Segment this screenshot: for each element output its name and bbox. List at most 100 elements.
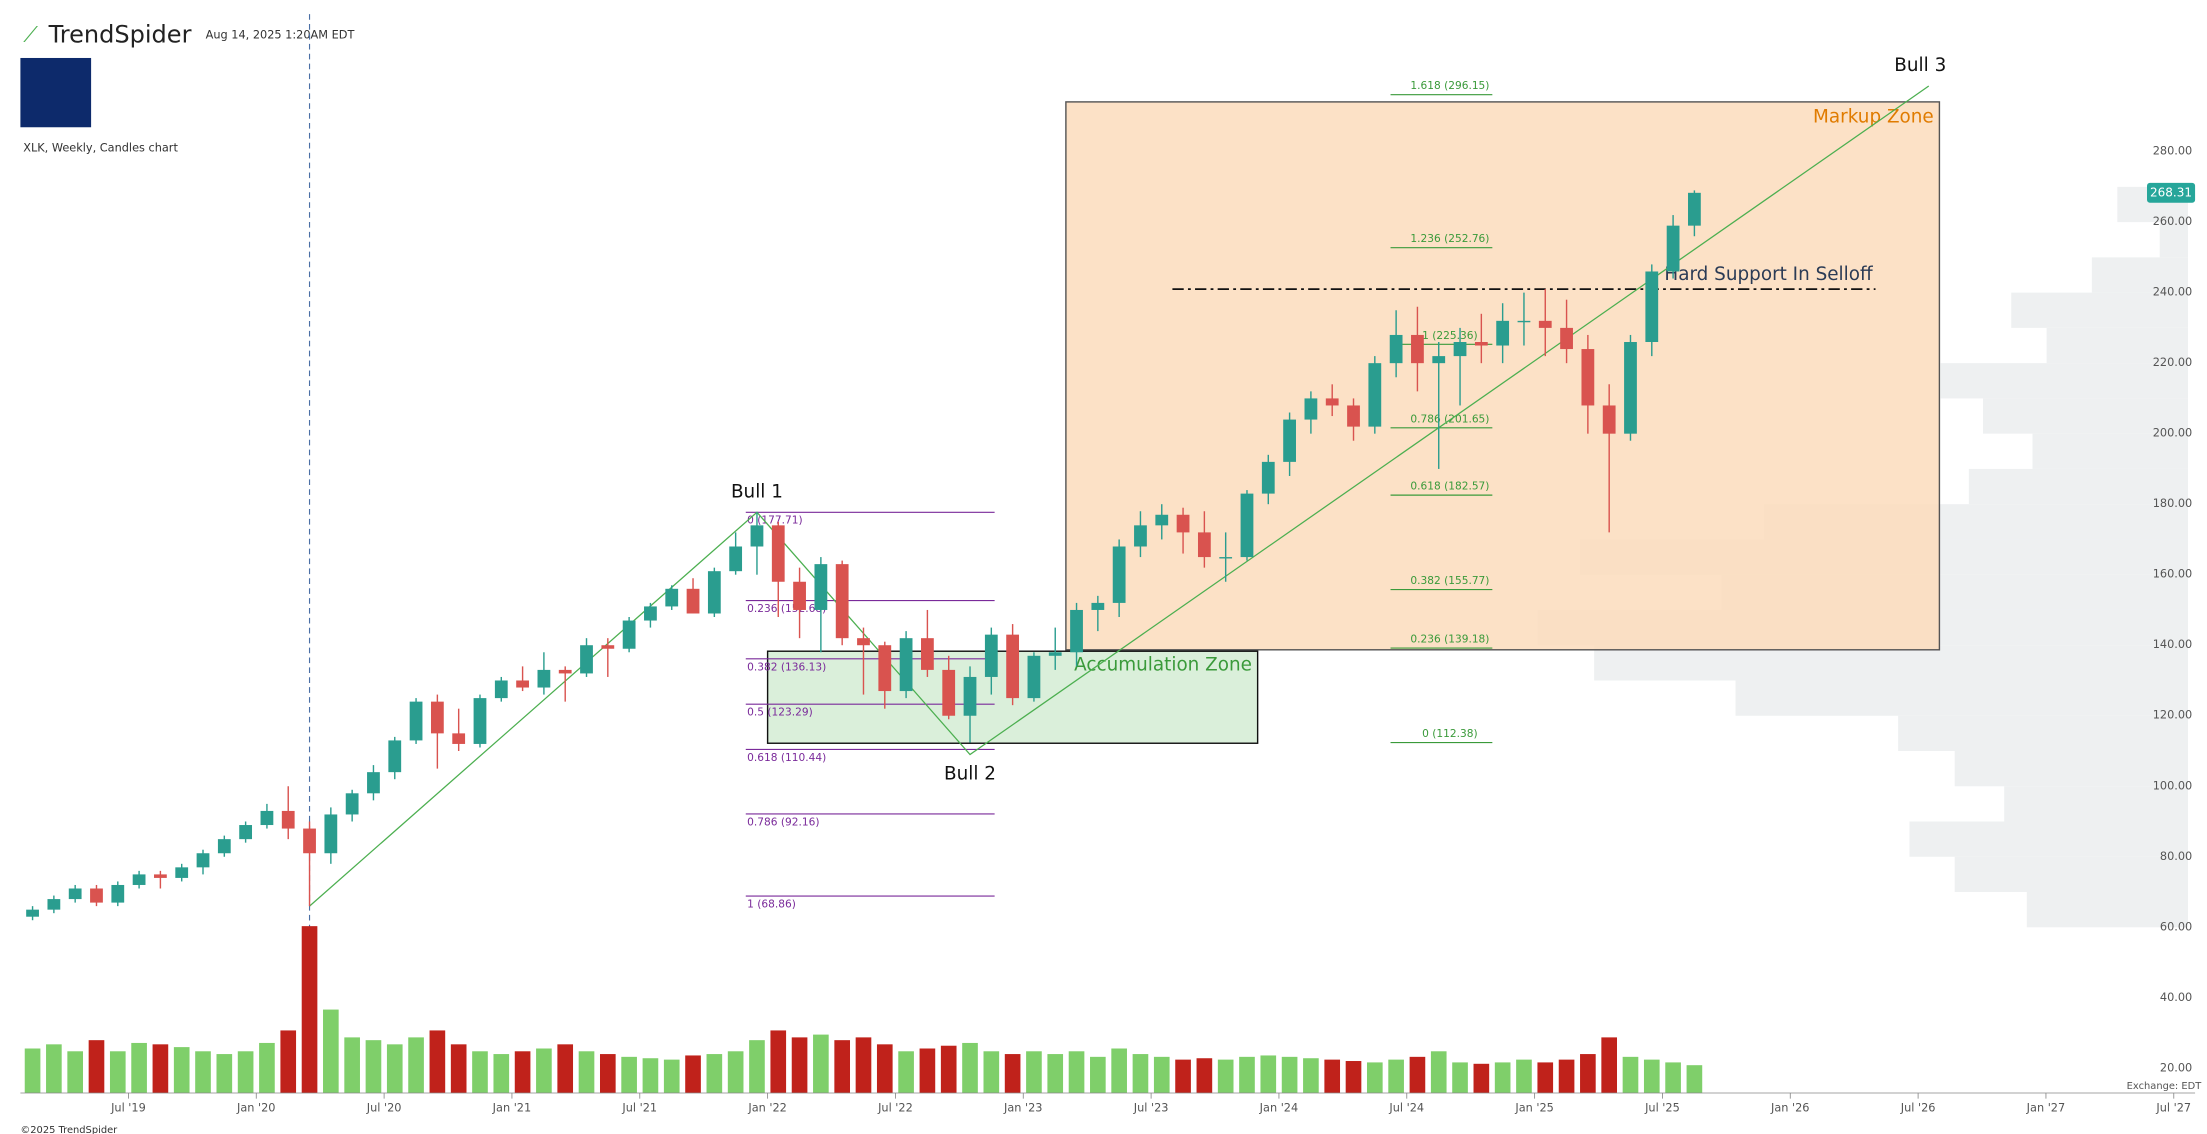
- zone: [1065, 101, 1941, 651]
- volume-bar: [940, 1045, 957, 1093]
- x-tick-label: Jul '21: [621, 1102, 657, 1115]
- candle-body: [154, 874, 167, 878]
- header: ⟋ TrendSpider Aug 14, 2025 1:20AM EDT XL…: [20, 20, 2202, 1134]
- volume-bar: [1068, 1051, 1085, 1093]
- volume-bar: [813, 1034, 829, 1093]
- volume-bar: [706, 1054, 723, 1093]
- volume-bar: [1047, 1054, 1064, 1093]
- volume-bar: [1494, 1062, 1511, 1093]
- candle-body: [1112, 546, 1126, 603]
- x-tick-label: Jul '25: [1644, 1102, 1680, 1115]
- fib-label: 0.618 (110.44): [747, 752, 826, 764]
- brand: TrendSpider: [48, 20, 192, 48]
- y-tick-label: 180.00: [2153, 497, 2193, 510]
- y-tick-label: 260.00: [2153, 215, 2193, 228]
- y-tick-label: 280.00: [2153, 145, 2193, 158]
- volume-profile-bar: [1594, 645, 2189, 681]
- candle-body: [281, 810, 295, 829]
- volume-bar: [1196, 1058, 1213, 1093]
- volume-profile-bar: [2032, 433, 2189, 469]
- volume-bar: [1324, 1059, 1341, 1093]
- candle-body: [1261, 461, 1275, 494]
- volume-bar: [1558, 1059, 1575, 1093]
- fib-label: 0.382 (155.77): [1410, 575, 1489, 587]
- candle-body: [239, 825, 253, 840]
- fib-label: 1.618 (296.15): [1410, 80, 1489, 92]
- candle-body: [367, 772, 380, 794]
- volume-bar: [323, 1009, 339, 1093]
- volume-bar: [642, 1058, 659, 1093]
- candle-body: [430, 701, 444, 734]
- fib-label: 0.236 (152.68): [747, 603, 826, 615]
- candle-body: [90, 888, 103, 903]
- candle-body: [686, 588, 700, 614]
- volume-bar: [1452, 1062, 1468, 1093]
- volume-bar: [1260, 1055, 1277, 1093]
- y-tick-label: 240.00: [2153, 286, 2193, 299]
- volume-profile-bar: [2011, 292, 2189, 328]
- x-tick-label: Jul '26: [1900, 1102, 1936, 1115]
- volume-bar: [685, 1055, 701, 1093]
- candle-body: [729, 546, 743, 572]
- volume-bar: [1409, 1056, 1426, 1093]
- candle-body: [1581, 349, 1595, 406]
- volume-bar: [1430, 1051, 1447, 1093]
- candle-body: [1474, 342, 1488, 346]
- candle-body: [665, 588, 679, 607]
- y-tick-label: 200.00: [2153, 427, 2193, 440]
- volume-bar: [259, 1042, 275, 1093]
- y-tick-label: 20.00: [2160, 1061, 2192, 1074]
- volume-bar: [749, 1040, 765, 1093]
- y-tick-label: 140.00: [2153, 638, 2193, 651]
- y-tick-label: 40.00: [2160, 991, 2192, 1004]
- volume-bar: [983, 1051, 1000, 1093]
- candle-body: [793, 581, 806, 610]
- volume-bar: [472, 1051, 488, 1093]
- volume-bar: [109, 1051, 126, 1093]
- candle-body: [537, 669, 551, 688]
- candle-body: [1197, 532, 1211, 558]
- fib-label: 0.382 (136.13): [747, 661, 826, 673]
- fib-label: 0.618 (182.57): [1410, 481, 1489, 493]
- candle-body: [942, 669, 956, 716]
- volume-bar: [876, 1044, 893, 1093]
- candle-body: [473, 698, 487, 744]
- volume-profile-bar: [2026, 892, 2189, 928]
- candle-body: [26, 909, 39, 917]
- x-tick-label: Jan '21: [492, 1102, 532, 1115]
- candle-body: [814, 564, 828, 610]
- fib-label: 0.5 (123.29): [747, 707, 813, 719]
- volume-profile-bar: [1982, 398, 2189, 434]
- candle-body: [899, 638, 913, 692]
- volume-bar: [88, 1040, 105, 1093]
- candle-body: [345, 793, 359, 815]
- volume-bar: [1132, 1054, 1149, 1093]
- candle-body: [580, 645, 593, 674]
- x-tick-label: Jan '25: [1514, 1102, 1554, 1115]
- volume-bar: [855, 1037, 872, 1093]
- candle-body: [303, 828, 316, 854]
- volume-profile-bar: [1954, 856, 2189, 893]
- volume-bar: [727, 1051, 744, 1093]
- volume-bar: [173, 1047, 190, 1093]
- volume-profile-bar: [1940, 363, 2189, 399]
- volume-bar: [663, 1059, 680, 1093]
- fib-label: 1 (68.86): [747, 899, 796, 911]
- y-tick-label: 100.00: [2153, 779, 2193, 792]
- candle-body: [1538, 320, 1552, 328]
- candle-body: [1155, 514, 1169, 526]
- candle-body: [1325, 398, 1339, 406]
- x-tick-label: Jan '26: [1770, 1102, 1810, 1115]
- candle-body: [47, 899, 61, 910]
- volume-bar: [344, 1037, 360, 1093]
- timestamp: Aug 14, 2025 1:20AM EDT: [206, 28, 355, 41]
- candle-body: [1666, 225, 1680, 272]
- candle-body: [494, 680, 508, 699]
- volume-bar: [1281, 1056, 1298, 1093]
- volume-bar: [770, 1030, 787, 1093]
- x-tick-label: Jul '27: [2155, 1102, 2191, 1115]
- volume-profile-bar: [1898, 715, 2189, 751]
- volume-bar: [237, 1051, 254, 1093]
- volume-bar: [131, 1042, 147, 1093]
- candle-body: [878, 645, 892, 692]
